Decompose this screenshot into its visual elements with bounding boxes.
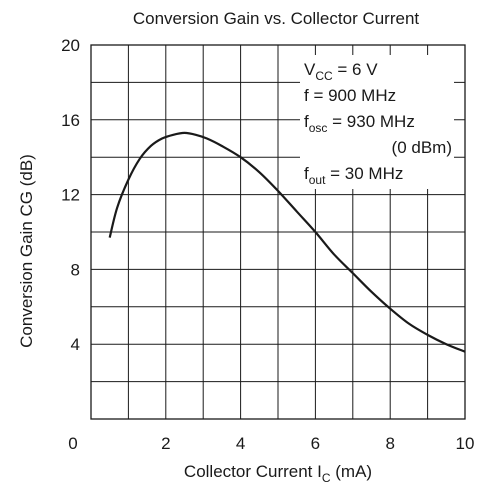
x-axis-label: Collector Current IC (mA) <box>184 462 372 485</box>
annotation-line: f = 900 MHz <box>304 86 396 105</box>
annotation-line: (0 dBm) <box>392 138 452 157</box>
y-axis-ticks: 4 8 12 16 20 <box>61 36 80 354</box>
x-tick-label: 0 <box>68 434 77 453</box>
y-tick-label: 12 <box>61 186 80 205</box>
x-tick-label: 8 <box>385 434 394 453</box>
series-line <box>108 131 466 353</box>
annotation-box: VCC = 6 V f = 900 MHz fosc = 930 MHz (0 dBm… <box>300 55 454 189</box>
y-axis-label: Conversion Gain CG (dB) <box>17 154 36 348</box>
x-tick-label: 6 <box>311 434 320 453</box>
x-tick-label: 2 <box>161 434 170 453</box>
annotation-line: fosc = 930 MHz <box>304 112 415 135</box>
annotation-background <box>300 55 454 189</box>
x-tick-label: 10 <box>456 434 475 453</box>
plot-frame <box>90 44 466 420</box>
annotation-line: VCC = 6 V <box>304 60 378 83</box>
x-tick-label: 4 <box>236 434 245 453</box>
y-tick-label: 16 <box>61 111 80 130</box>
annotation-line: fout = 30 MHz <box>304 164 403 187</box>
chart-title: Conversion Gain vs. Collector Current <box>133 9 420 28</box>
y-tick-label: 20 <box>61 36 80 55</box>
y-tick-label: 4 <box>71 335 80 354</box>
x-axis-ticks: 0 2 4 6 8 10 <box>68 434 474 453</box>
y-tick-label: 8 <box>71 260 80 279</box>
